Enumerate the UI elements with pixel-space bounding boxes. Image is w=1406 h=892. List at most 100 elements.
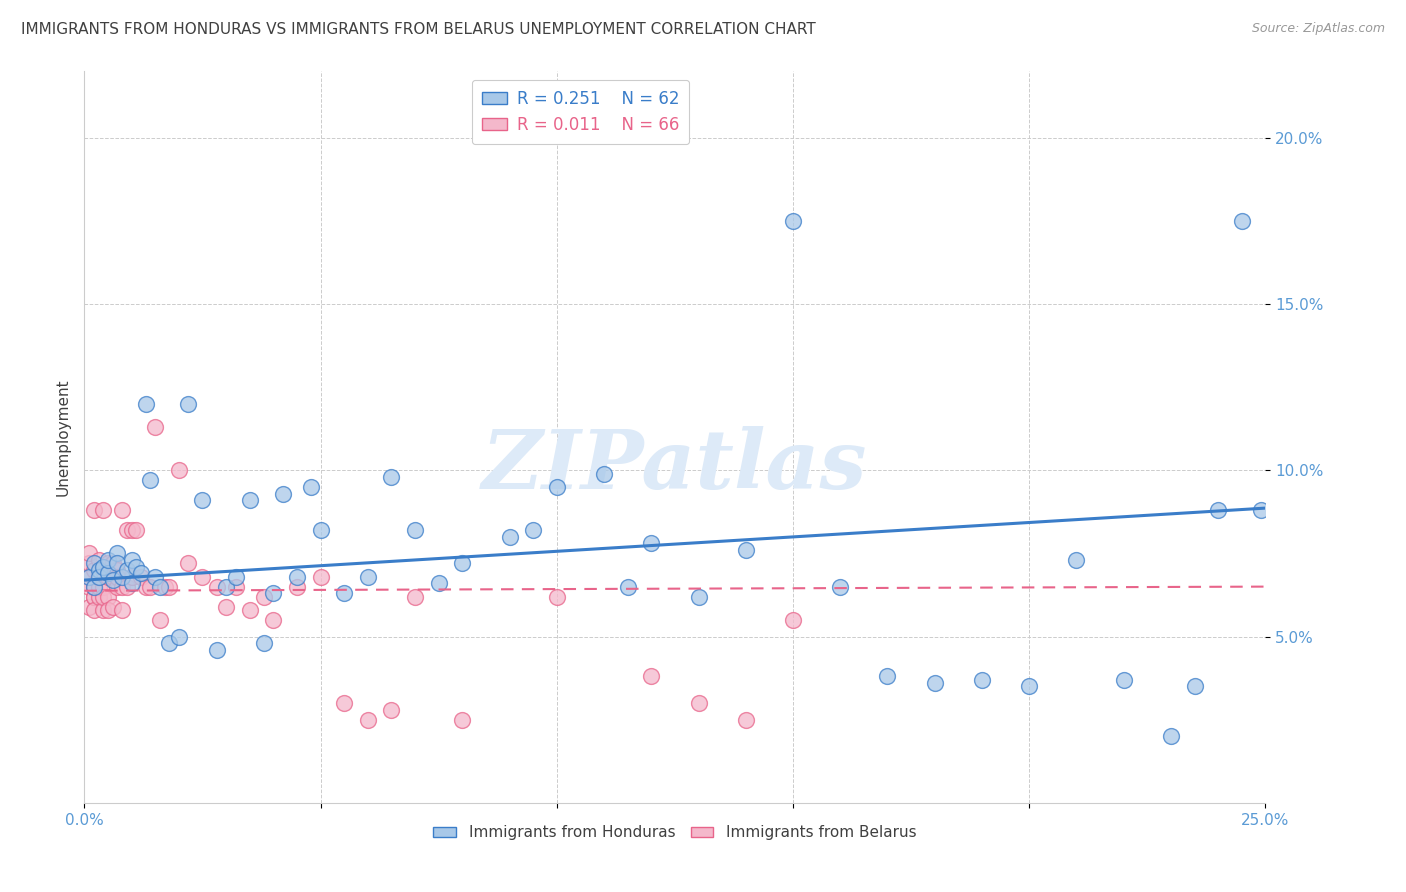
Point: [309, 523, 332, 537]
Point: [451, 713, 474, 727]
Point: [215, 580, 238, 594]
Point: [239, 603, 262, 617]
Point: [107, 563, 129, 577]
Legend: Immigrants from Honduras, Immigrants from Belarus: Immigrants from Honduras, Immigrants fro…: [427, 819, 922, 847]
Point: [91, 503, 114, 517]
Point: [101, 573, 124, 587]
Point: [157, 636, 180, 650]
Point: [97, 557, 120, 571]
Point: [640, 669, 662, 683]
Point: [333, 696, 356, 710]
Point: [1018, 680, 1040, 694]
Point: [427, 576, 450, 591]
Point: [309, 570, 332, 584]
Point: [83, 503, 105, 517]
Point: [593, 467, 616, 481]
Point: [215, 599, 238, 614]
Point: [83, 590, 105, 604]
Point: [177, 557, 200, 571]
Point: [111, 580, 134, 594]
Point: [101, 599, 124, 614]
Point: [876, 669, 898, 683]
Y-axis label: Unemployment: Unemployment: [55, 378, 70, 496]
Point: [498, 530, 520, 544]
Point: [333, 586, 356, 600]
Point: [87, 570, 110, 584]
Point: [87, 580, 110, 594]
Point: [1206, 503, 1229, 517]
Point: [87, 570, 110, 584]
Point: [1230, 214, 1253, 228]
Point: [285, 580, 308, 594]
Point: [83, 603, 105, 617]
Point: [285, 570, 308, 584]
Point: [111, 603, 134, 617]
Point: [253, 636, 276, 650]
Point: [139, 580, 162, 594]
Point: [107, 557, 129, 571]
Point: [121, 523, 143, 537]
Point: [782, 613, 804, 627]
Point: [191, 493, 214, 508]
Point: [101, 570, 124, 584]
Point: [546, 480, 568, 494]
Point: [115, 563, 138, 577]
Point: [83, 580, 105, 594]
Point: [97, 566, 120, 581]
Point: [77, 546, 100, 560]
Point: [139, 473, 162, 487]
Point: [101, 557, 124, 571]
Point: [1160, 729, 1182, 743]
Point: [157, 580, 180, 594]
Point: [97, 590, 120, 604]
Point: [380, 703, 402, 717]
Point: [546, 590, 568, 604]
Point: [225, 580, 247, 594]
Point: [167, 630, 190, 644]
Point: [125, 523, 148, 537]
Point: [262, 586, 284, 600]
Point: [115, 523, 138, 537]
Point: [115, 580, 138, 594]
Point: [640, 536, 662, 550]
Point: [205, 643, 228, 657]
Point: [91, 603, 114, 617]
Point: [111, 503, 134, 517]
Point: [77, 557, 100, 571]
Point: [153, 580, 176, 594]
Point: [357, 570, 380, 584]
Point: [225, 570, 247, 584]
Point: [97, 570, 120, 584]
Point: [688, 696, 710, 710]
Point: [404, 523, 426, 537]
Point: [91, 559, 114, 574]
Point: [107, 546, 129, 560]
Point: [107, 580, 129, 594]
Point: [143, 420, 166, 434]
Point: [191, 570, 214, 584]
Point: [1250, 503, 1272, 517]
Point: [135, 580, 157, 594]
Point: [87, 553, 110, 567]
Point: [299, 480, 322, 494]
Point: [121, 553, 143, 567]
Point: [107, 570, 129, 584]
Point: [97, 603, 120, 617]
Point: [616, 580, 638, 594]
Point: [522, 523, 544, 537]
Point: [1066, 553, 1088, 567]
Point: [149, 613, 172, 627]
Point: [143, 570, 166, 584]
Point: [734, 713, 756, 727]
Text: ZIPatlas: ZIPatlas: [482, 426, 868, 507]
Point: [111, 570, 134, 584]
Point: [1184, 680, 1206, 694]
Point: [239, 493, 262, 508]
Point: [262, 613, 284, 627]
Point: [121, 570, 143, 584]
Point: [87, 590, 110, 604]
Point: [924, 676, 946, 690]
Point: [830, 580, 852, 594]
Point: [357, 713, 380, 727]
Text: Source: ZipAtlas.com: Source: ZipAtlas.com: [1251, 22, 1385, 36]
